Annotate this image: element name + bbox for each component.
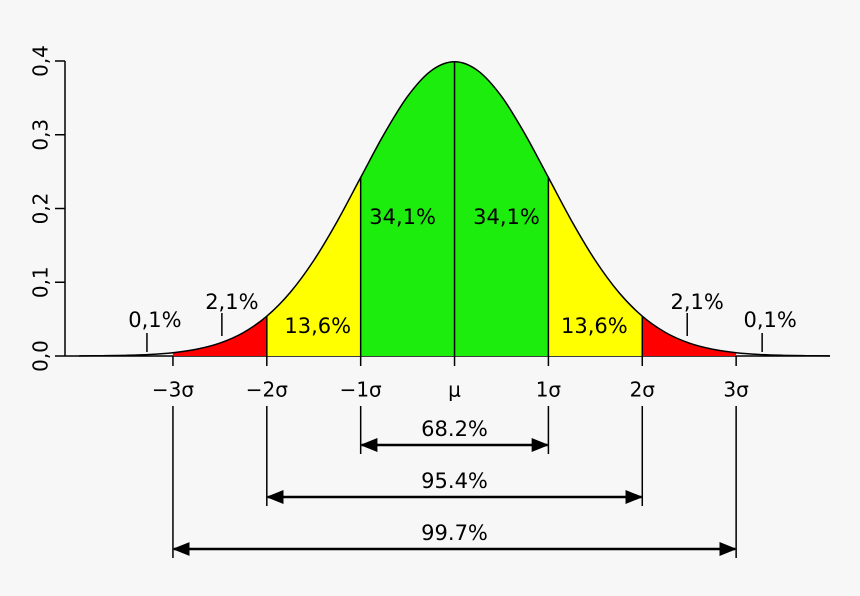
x-tick-label: −1σ [340,378,382,402]
y-tick-label: 0,4 [29,45,53,77]
x-tick-label: −3σ [152,378,194,402]
y-tick-label: 0,2 [29,193,53,225]
y-tick-label: 0,0 [29,340,53,372]
region-area [172,316,267,356]
y-tick-label: 0,1 [29,266,53,298]
region-label: 13,6% [561,314,628,338]
x-tick-label: μ [448,378,461,402]
x-tick-label: 2σ [630,378,656,402]
tail-label: 0,1% [128,308,181,332]
x-tick-label: −2σ [246,378,288,402]
interval-label: 95.4% [421,469,488,493]
x-tick-label: 1σ [536,378,562,402]
interval-label: 68.2% [421,417,488,441]
tail-label: 0,1% [743,308,796,332]
region-label: 2,1% [205,290,258,314]
region-area [642,316,737,356]
y-tick-label: 0,3 [29,119,53,151]
x-tick-label: 3σ [723,378,749,402]
region-label: 34,1% [369,205,436,229]
region-label: 13,6% [284,314,351,338]
interval-label: 99.7% [421,521,488,545]
density-curve [79,61,831,357]
region-label: 34,1% [473,205,540,229]
region-label: 2,1% [671,290,724,314]
